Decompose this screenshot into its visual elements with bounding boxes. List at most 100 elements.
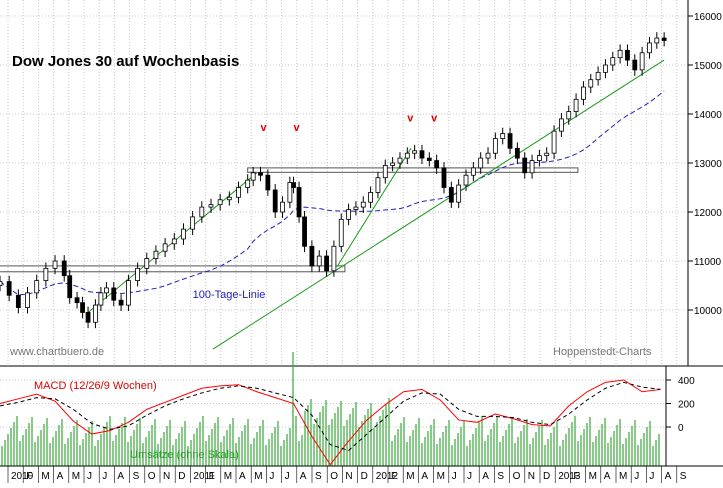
candle-body [258, 172, 263, 176]
candle-body [153, 250, 159, 259]
price-tick-label: 10000 [694, 306, 722, 317]
candle-body [111, 287, 117, 301]
candle-body [287, 182, 293, 203]
x-tick-label: N [345, 471, 352, 482]
candle-body [190, 216, 196, 230]
candle-body [566, 111, 572, 120]
volume-bars [1, 352, 660, 466]
x-tick-label: D [543, 471, 550, 482]
candle-body [639, 52, 645, 71]
x-tick-label: D [178, 471, 185, 482]
candle-body [434, 160, 440, 169]
x-tick-label: O [148, 471, 156, 482]
candle-body [280, 201, 285, 213]
candle-body [15, 294, 21, 308]
x-tick-label: S [315, 471, 322, 482]
x-tick-label: F [391, 471, 397, 482]
candle-body [551, 130, 557, 154]
price-tick-label: 15000 [694, 61, 722, 72]
candle-body [181, 228, 186, 240]
candle-body [226, 196, 232, 201]
candle-body [419, 150, 425, 159]
macd-label: MACD (12/26/9 Wochen) [34, 380, 157, 392]
x-tick-label: F [26, 471, 32, 482]
x-tick-label: M [224, 471, 232, 482]
candle-body [25, 292, 30, 308]
candle-body [250, 172, 256, 181]
x-tick-label: J [452, 471, 457, 482]
candle-body [217, 199, 223, 206]
candle-body [661, 37, 667, 41]
candle-body [536, 155, 542, 161]
candle-body [654, 37, 660, 44]
price-tick-label: 11000 [694, 257, 722, 268]
candle-body [595, 71, 601, 81]
candle-body [581, 86, 586, 100]
candle-body [34, 280, 40, 294]
macd-line [0, 379, 661, 466]
candle-body [478, 157, 484, 169]
x-tick-label: D [361, 471, 368, 482]
x-tick-label: M [41, 471, 49, 482]
x-tick-label: J [269, 471, 274, 482]
macd-tick-label: 200 [678, 400, 695, 411]
candle-body [272, 189, 278, 213]
price-tick-labels: 16000 15000 14000 13000 12000 11000 10000 [688, 12, 722, 317]
sell-marker: v [407, 112, 414, 124]
x-tick-label: N [528, 471, 535, 482]
candle-body [588, 79, 594, 88]
x-tick-label: O [513, 471, 521, 482]
candle-body [448, 187, 454, 203]
trend-line [337, 148, 412, 267]
candle-body [245, 179, 251, 188]
chart-title: Dow Jones 30 auf Wochenbasis [12, 53, 239, 70]
candle-body [632, 59, 638, 71]
x-tick-label: 2011 [193, 471, 215, 482]
candle-body [199, 206, 205, 218]
candle-body [291, 182, 296, 188]
candle-body [463, 174, 469, 186]
candle-body [265, 174, 271, 191]
macd-lines [0, 379, 661, 466]
candle-body [397, 157, 403, 164]
candle-body [404, 152, 410, 159]
x-tick-label: S [497, 471, 504, 482]
ma-label: 100-Tage-Linie [193, 289, 266, 301]
candle-body [470, 167, 476, 176]
candle-body [507, 133, 513, 149]
candle-body [529, 160, 535, 174]
macd-grid [0, 379, 666, 428]
candle-body [625, 49, 630, 61]
macd-tick-label: 0 [678, 423, 684, 434]
candle-body [360, 201, 366, 208]
x-tick-label: A [57, 471, 64, 482]
candle-body [610, 57, 616, 66]
candle-body [412, 150, 418, 154]
x-tick-label: O [330, 471, 338, 482]
candle-body [135, 267, 141, 282]
x-tick-label: J [87, 471, 92, 482]
candle-body [324, 255, 329, 272]
signal-line [0, 381, 661, 452]
price-tick-label: 16000 [694, 12, 722, 23]
candle-body [456, 184, 462, 203]
price-tick-label: 12000 [694, 208, 722, 219]
candle-body [93, 304, 98, 323]
x-tick-label: J [634, 471, 639, 482]
candle-body [353, 206, 359, 210]
candle-body [104, 287, 109, 294]
candle-body [6, 281, 12, 296]
candle-body [52, 260, 58, 269]
x-tick-label: M [72, 471, 80, 482]
x-tick-label: A [665, 471, 672, 482]
candle-body [85, 312, 91, 323]
x-tick-label: S [680, 471, 687, 482]
candle-body [208, 204, 214, 208]
x-tick-label: S [133, 471, 140, 482]
x-tick-label: J [649, 471, 654, 482]
candle-body [522, 157, 528, 174]
candle-body [74, 297, 80, 304]
